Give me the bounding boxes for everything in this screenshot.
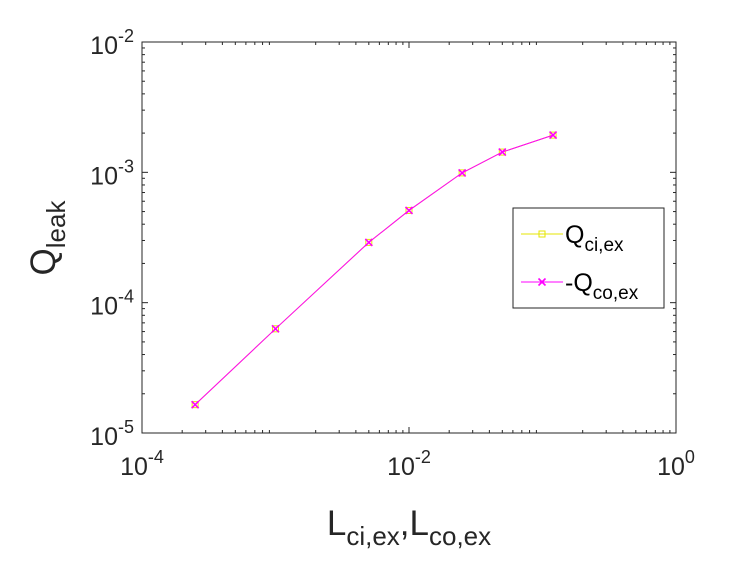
legend-entries: Qci,ex -Qco,ex (521, 221, 639, 304)
series-2 (191, 131, 558, 409)
x-tick-label: 10-4 (120, 447, 164, 481)
series-2-point (271, 324, 280, 333)
series-2-point (458, 168, 467, 177)
legend-label-main: Q (565, 221, 584, 249)
x-axis-label-sep: , (400, 504, 410, 543)
series-layer (191, 131, 558, 409)
series-2-point-stroke-b (404, 206, 414, 215)
legend-label-sub: co,ex (593, 283, 639, 304)
legend-label: -Qco,ex (565, 269, 639, 304)
series-1-point (549, 131, 557, 139)
x-tick-label-exp: 0 (685, 447, 695, 467)
x-axis-label-sub1: ci,ex (346, 521, 399, 551)
x-tick-label-base: 10 (387, 453, 415, 481)
y-tick-label: 10-3 (90, 156, 134, 190)
legend-swatch-marker (538, 230, 546, 238)
series-2-point-stroke-b (364, 238, 373, 247)
x-tick-label-base: 10 (657, 453, 685, 481)
x-axis-label-main: L (327, 504, 346, 543)
series-2-point (364, 238, 373, 247)
series-2-point-stroke-b (549, 131, 558, 140)
series-1-point (498, 148, 506, 156)
x-axis-label: Lci,ex,Lco,ex (327, 504, 491, 551)
legend-label-main: -Q (565, 269, 593, 297)
x-tick-label-exp: -2 (415, 447, 431, 467)
y-axis-label-sub: leak (41, 200, 71, 249)
y-tick-label-exp: -5 (118, 417, 134, 437)
series-2-point (404, 206, 414, 215)
x-tick-label-exp: -4 (148, 447, 164, 467)
y-axis-label-main: Q (24, 248, 63, 275)
y-tick-label-base: 10 (90, 293, 118, 321)
y-tick-label-base: 10 (90, 423, 118, 451)
legend-swatch-marker (537, 277, 547, 287)
legend-label: Qci,ex (565, 221, 624, 256)
legend-box (512, 207, 665, 309)
x-tick-label-base: 10 (120, 453, 148, 481)
series-2-point-stroke-b (191, 400, 200, 409)
y-tick-label-exp: -2 (118, 26, 134, 46)
y-tick-label-exp: -3 (118, 156, 134, 176)
series-2-point (549, 131, 558, 140)
y-tick-label-exp: -4 (118, 287, 134, 307)
legend-label-sub: ci,ex (584, 235, 624, 256)
y-tick-label: 10-2 (90, 26, 134, 60)
series-1-point (272, 325, 279, 333)
series-1-point (365, 238, 373, 246)
x-axis-label-main2: L (410, 504, 429, 543)
series-1-point (191, 401, 199, 409)
y-tick-label: 10-5 (90, 417, 134, 451)
series-2-point-stroke-b (498, 148, 507, 157)
x-axis-label-sub2: co,ex (429, 521, 491, 551)
series-2-point-stroke-b (271, 324, 280, 333)
series-1-point (458, 169, 466, 177)
series-2-point-stroke-b (458, 168, 467, 177)
x-tick-label: 10-2 (387, 447, 431, 481)
series-2-point (498, 148, 507, 157)
legend: Qci,ex -Qco,ex (512, 207, 665, 309)
y-tick-label-base: 10 (90, 162, 118, 190)
y-tick-label-base: 10 (90, 32, 118, 60)
plot-frame (141, 41, 677, 434)
y-tick-label: 10-4 (90, 287, 134, 321)
series-1-point (405, 206, 413, 214)
series-2-point (191, 400, 200, 409)
x-tick-label: 100 (657, 447, 695, 481)
legend-swatch-marker-stroke-b (537, 277, 547, 287)
y-axis-label: Qleak (24, 200, 71, 276)
